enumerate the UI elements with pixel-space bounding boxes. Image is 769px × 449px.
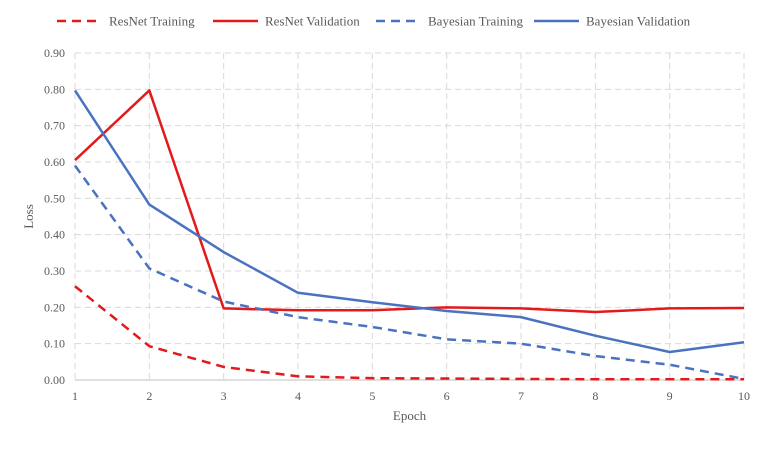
legend-label: ResNet Validation xyxy=(265,14,360,29)
y-tick-label: 0.20 xyxy=(44,300,65,314)
x-axis-label: Epoch xyxy=(393,408,427,423)
x-tick-label: 8 xyxy=(592,389,598,403)
y-tick-label: 0.30 xyxy=(44,264,65,278)
legend: ResNet Training ResNet Validation Bayesian… xyxy=(57,14,691,29)
y-tick-label: 0.00 xyxy=(44,373,65,387)
y-tick-label: 0.50 xyxy=(44,191,65,205)
series-line-bayesian-training xyxy=(73,164,745,381)
x-tick-label: 3 xyxy=(221,389,227,403)
gridlines xyxy=(75,52,745,380)
legend-label: Bayesian Training xyxy=(428,14,523,29)
y-tick-label: 0.40 xyxy=(44,228,65,242)
series-line-bayesian-validation xyxy=(73,89,745,354)
y-tick-label: 0.90 xyxy=(44,46,65,60)
x-tick-label: 10 xyxy=(738,389,750,403)
y-tick-label: 0.70 xyxy=(44,119,65,133)
tick-labels: 0.00 0.10 0.20 0.30 0.40 0.50 0.60 0.70 0.80 0.90… xyxy=(44,46,750,403)
series-lines xyxy=(73,89,745,381)
legend-label: Bayesian Validation xyxy=(586,14,691,29)
x-tick-label: 5 xyxy=(369,389,375,403)
x-tick-label: 7 xyxy=(518,389,524,403)
x-tick-label: 9 xyxy=(667,389,673,403)
legend-label: ResNet Training xyxy=(109,14,195,29)
y-tick-label: 0.10 xyxy=(44,337,65,351)
y-tick-label: 0.60 xyxy=(44,155,65,169)
axes xyxy=(74,53,744,381)
x-tick-label: 4 xyxy=(295,389,301,403)
y-tick-label: 0.80 xyxy=(44,82,65,96)
x-tick-label: 6 xyxy=(444,389,450,403)
x-tick-label: 2 xyxy=(146,389,152,403)
y-axis-label: Loss xyxy=(21,204,36,229)
x-tick-label: 1 xyxy=(72,389,78,403)
series-line-resnet-validation xyxy=(74,89,745,314)
